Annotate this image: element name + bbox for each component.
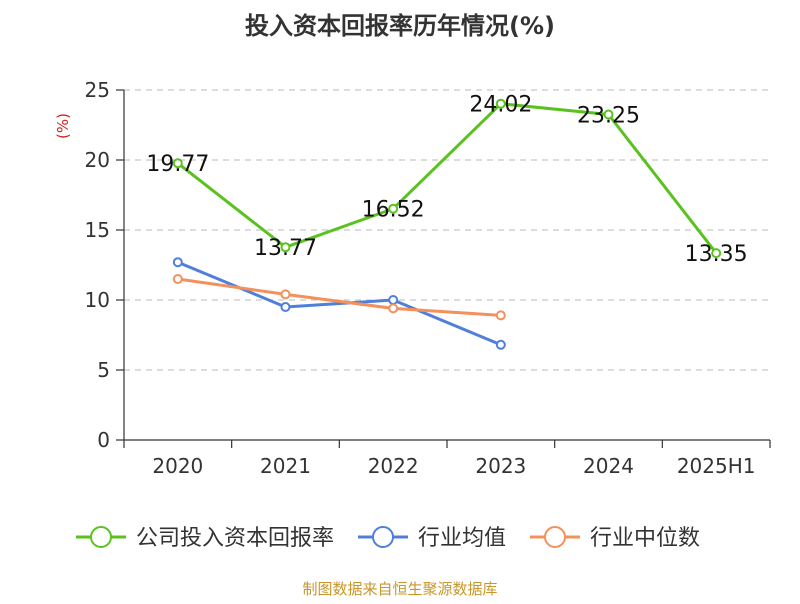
chart-title: 投入资本回报率历年情况(%) [245,12,555,40]
legend-item: 行业均值 [358,526,506,551]
data-point [495,310,506,321]
data-point [280,302,291,312]
data-point [495,98,506,109]
data-point [280,289,291,300]
series-layer [172,98,722,350]
axes: 0 5 10 15 20 25 2020 2021 2022 2023 2024 2025H1 [85,78,771,478]
data-point [711,248,722,259]
legend-label: 公司投入资本回报率 [136,526,334,551]
y-tick-label: 20 [85,148,110,172]
y-tick-label: 5 [97,358,110,382]
y-tick-label: 25 [85,78,110,102]
x-tick-label: 2022 [368,454,419,478]
data-label: 16.52 [362,198,425,223]
data-label: 19.77 [146,152,209,177]
y-tick-label: 15 [85,218,110,242]
legend-marker [372,526,394,548]
x-tick-label: 2021 [260,454,311,478]
data-point [280,242,291,253]
legend-marker [544,526,566,548]
legend: 公司投入资本回报率 行业均值 行业中位数 [76,526,700,551]
data-point [388,295,399,305]
data-point [603,109,614,120]
legend-label: 行业均值 [418,526,506,551]
y-tick-label: 0 [97,428,110,452]
legend-marker [90,526,112,548]
x-tick-label: 2024 [583,454,634,478]
data-point [388,303,399,314]
series-line [177,260,502,347]
x-tick-label: 2020 [152,454,203,478]
data-label: 13.35 [685,242,748,267]
data-label: 24.02 [469,93,532,118]
legend-item: 行业中位数 [530,526,700,551]
data-label: 13.77 [254,236,317,261]
data-point [495,339,506,350]
legend-item: 公司投入资本回报率 [76,526,334,551]
series-line [177,277,501,317]
y-tick-label: 10 [85,288,110,312]
data-point [172,257,183,268]
series-line [176,102,718,255]
source-note: 制图数据来自恒生聚源数据库 [302,580,497,598]
y-axis-label: (%) [54,113,72,139]
data-label: 23.25 [577,104,640,129]
legend-label: 行业中位数 [590,526,700,551]
data-point [172,274,183,284]
data-point [172,158,183,169]
data-point [388,203,399,214]
x-tick-label: 2023 [475,454,526,478]
x-tick-label: 2025H1 [677,454,756,478]
data-labels: 19.77 13.77 16.52 24.02 23.25 13.35 [146,93,747,267]
grid-lines [124,89,770,371]
